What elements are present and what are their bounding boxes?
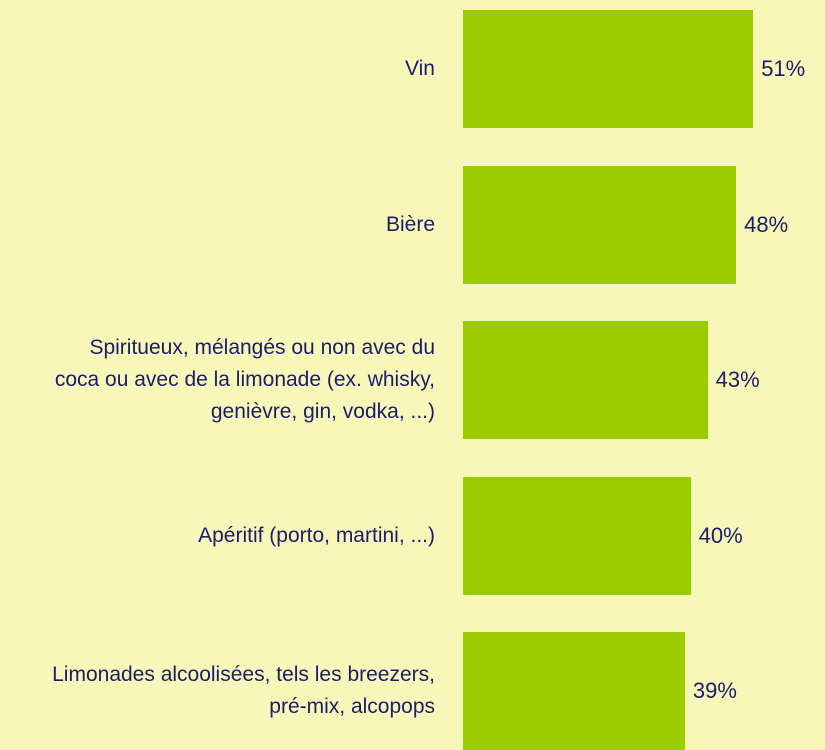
- value-label: 40%: [698, 522, 743, 548]
- value-label: 48%: [744, 211, 789, 237]
- bar: [463, 476, 691, 595]
- value-label: 51%: [761, 56, 806, 81]
- bar: [463, 165, 737, 284]
- category-label: Vin: [405, 57, 435, 80]
- bar: [463, 632, 685, 750]
- bar: [463, 10, 754, 128]
- category-label: Spiritueux, mélangés ou non avec du coca…: [54, 336, 435, 423]
- value-label: 43%: [715, 367, 760, 392]
- bar: [463, 321, 708, 439]
- value-label: 39%: [692, 678, 737, 703]
- category-label: Bière: [385, 212, 435, 236]
- category-label: Apéritif (porto, martini, ...): [198, 523, 435, 547]
- category-label: Limonades alcoolisées, tels les breezers…: [52, 663, 435, 718]
